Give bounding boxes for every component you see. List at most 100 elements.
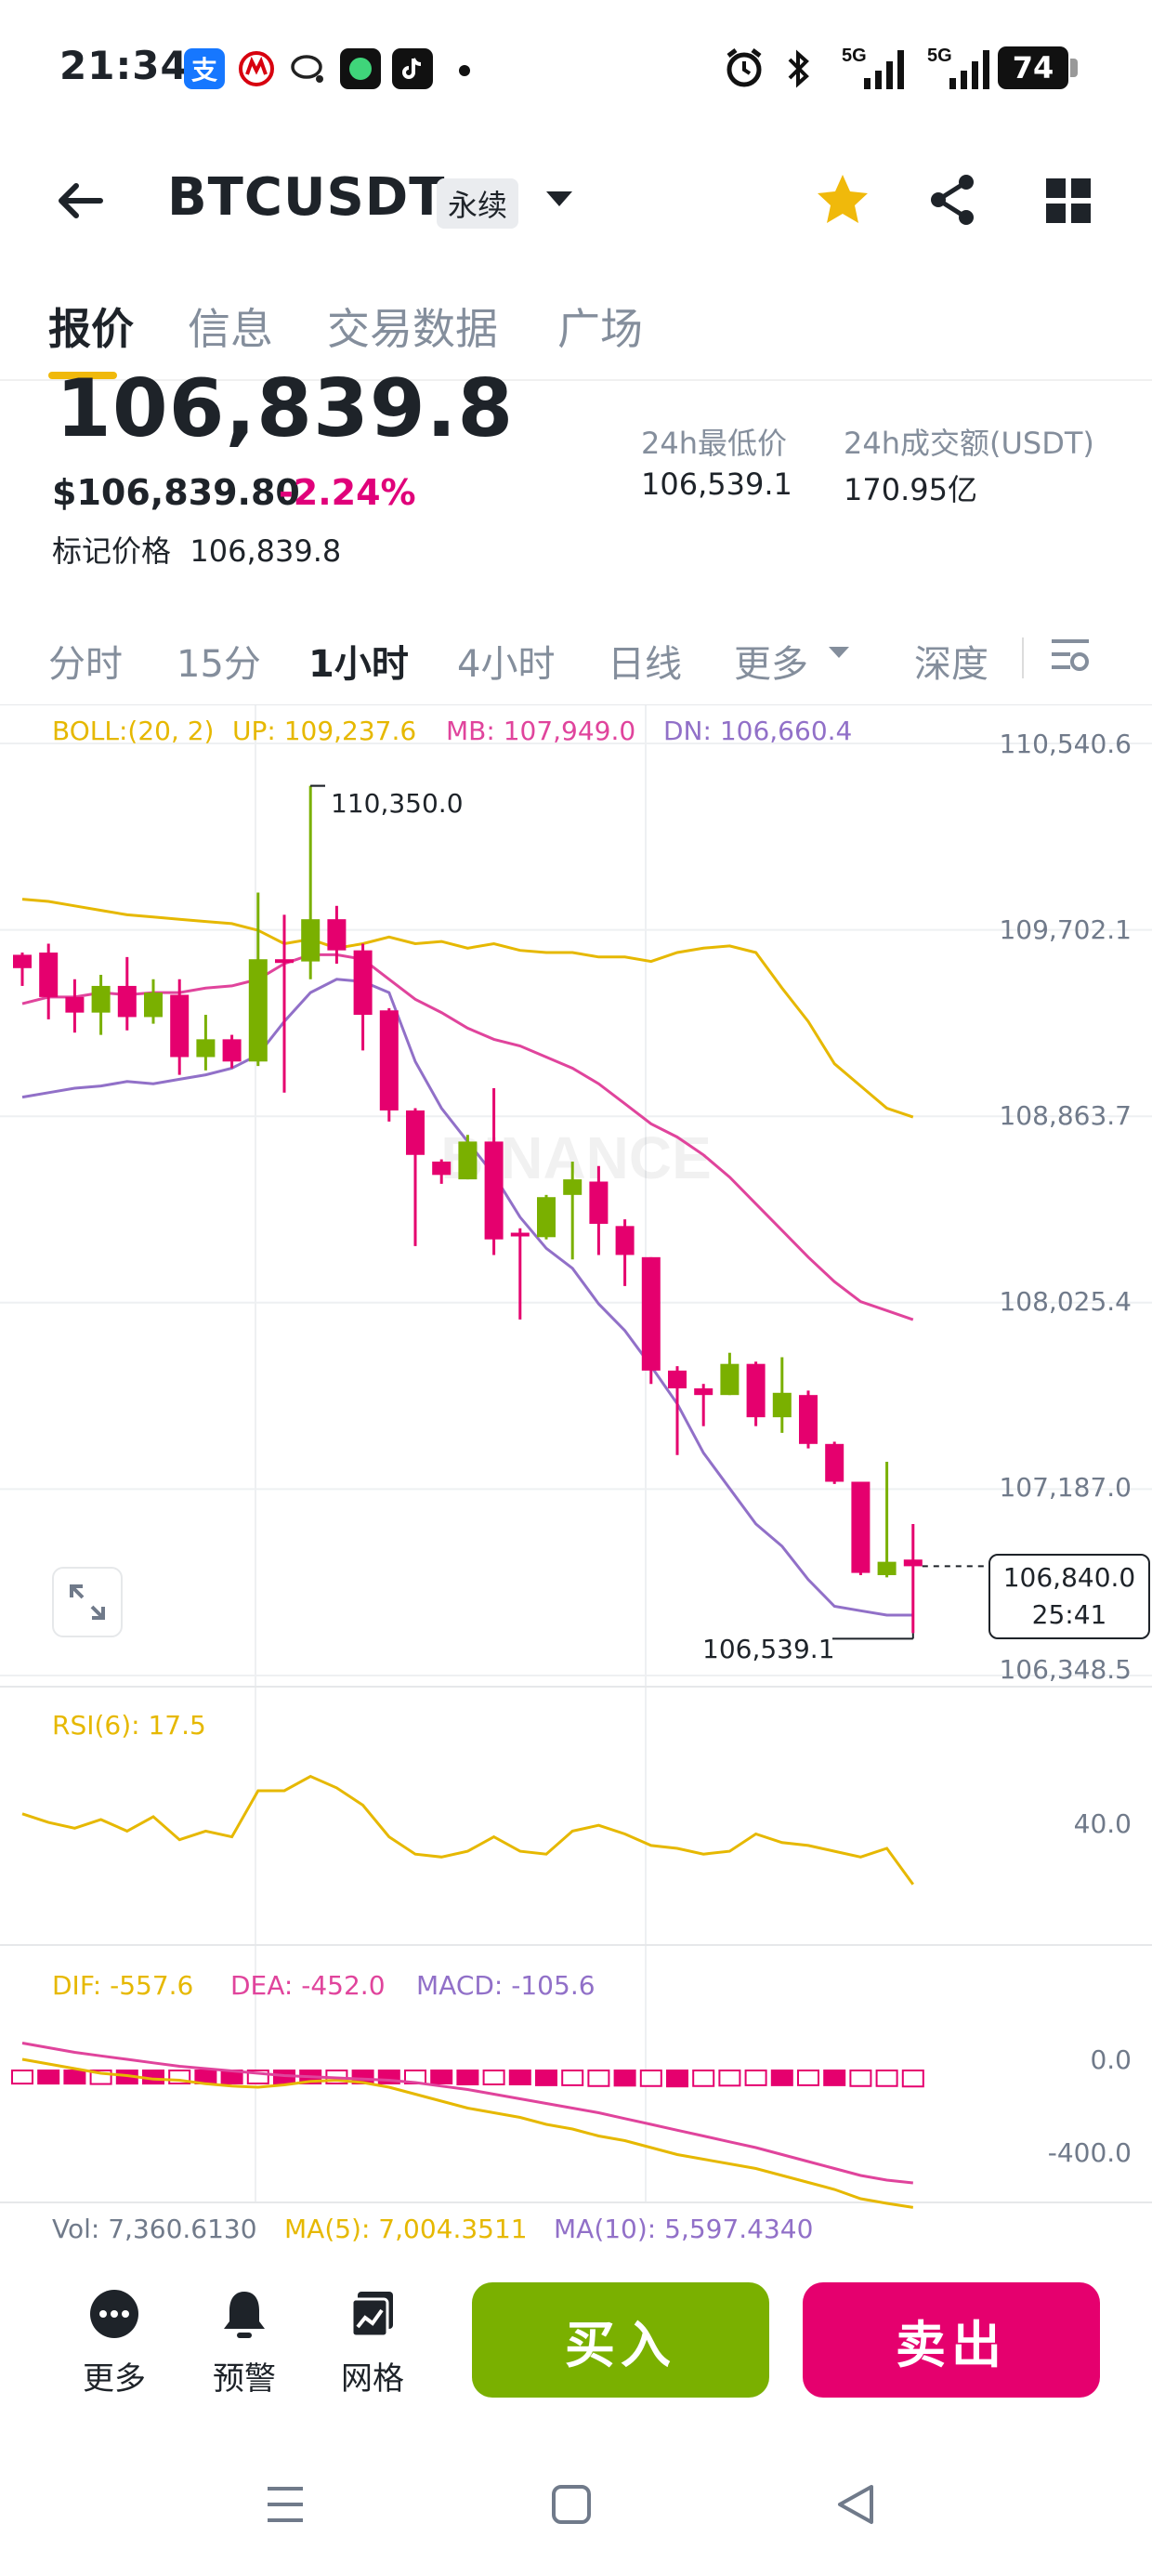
candle-body	[432, 1161, 452, 1176]
nav-back-icon[interactable]	[834, 2483, 877, 2530]
candle-body	[694, 1387, 713, 1396]
candle-body	[353, 950, 373, 1016]
macd-panel	[11, 2042, 924, 2209]
candle-body	[301, 919, 321, 962]
signal-icon-2: 5G	[923, 43, 998, 97]
volume-24h-value: 170.95亿	[844, 472, 977, 507]
candle-body	[851, 1481, 871, 1573]
grid-trading-button[interactable]: 网格	[321, 2286, 424, 2399]
candle-body	[248, 959, 268, 1062]
macd-dif: DIF: -557.6	[52, 1970, 194, 2001]
macd-value: MACD: -105.6	[416, 1970, 596, 2001]
sell-button[interactable]: 卖出	[803, 2282, 1100, 2398]
tab-trade-data[interactable]: 交易数据	[327, 304, 498, 354]
macd-histogram-bar	[508, 2070, 531, 2085]
macd-axis-label: 0.0	[1090, 2044, 1132, 2075]
current-price-tag: 106,840.0 25:41	[988, 1554, 1150, 1639]
dropdown-caret-icon[interactable]	[543, 186, 576, 216]
buy-button[interactable]: 买入	[472, 2282, 769, 2398]
chat-icon	[288, 48, 329, 89]
macd-histogram-bar	[744, 2070, 767, 2086]
candle-body	[903, 1559, 923, 1567]
macd-histogram-bar	[63, 2070, 86, 2085]
candle-body	[458, 1141, 478, 1180]
favorite-star-icon[interactable]	[814, 171, 871, 232]
more-caret-icon[interactable]	[827, 643, 851, 665]
boll-dn: DN: 106,660.4	[663, 716, 853, 746]
tab-info[interactable]: 信息	[188, 304, 273, 354]
chart-settings-icon[interactable]	[1048, 634, 1093, 682]
candle-body	[196, 1039, 216, 1058]
macd-histogram-bar	[692, 2070, 715, 2087]
candle-body	[222, 1039, 242, 1062]
candle-body	[406, 1110, 425, 1155]
tab-square[interactable]: 广场	[557, 304, 643, 354]
candle-body	[589, 1181, 609, 1224]
macd-histogram-bar	[37, 2070, 60, 2085]
interval-tab-line[interactable]: 分时	[48, 643, 123, 686]
macd-histogram-bar	[718, 2070, 741, 2087]
price-chart[interactable]: BINANCE	[0, 704, 1152, 2228]
macd-histogram-bar	[11, 2070, 33, 2085]
boll-dn-line	[21, 978, 913, 1617]
rsi-label: RSI(6): 17.5	[52, 1710, 206, 1741]
divider	[1022, 637, 1024, 678]
volume-label: Vol: 7,360.6130	[52, 2214, 257, 2244]
interval-tab-15m[interactable]: 15分	[177, 643, 261, 686]
candle-body	[327, 919, 347, 951]
interval-tab-1d[interactable]: 日线	[608, 643, 682, 686]
share-icon[interactable]	[927, 173, 979, 230]
candle-body	[510, 1232, 530, 1237]
macd-histogram-bar	[770, 2070, 793, 2086]
last-price: 106,839.8	[56, 362, 515, 455]
cmb-icon	[236, 48, 277, 89]
interval-tab-1h[interactable]: 1小时	[308, 643, 409, 686]
more-button[interactable]: 更多	[63, 2286, 165, 2399]
price-axis-label: 108,863.7	[999, 1100, 1132, 1131]
more-label: 更多	[83, 2360, 146, 2398]
grid-menu-icon[interactable]	[1044, 177, 1093, 229]
symbol-title[interactable]: BTCUSDT	[167, 167, 446, 228]
volume-24h-label: 24h成交额(USDT)	[844, 426, 1094, 461]
candle-body	[65, 996, 85, 1013]
low-24h-value: 106,539.1	[641, 467, 792, 502]
tab-quote[interactable]: 报价	[48, 304, 134, 354]
interval-tab-4h[interactable]: 4小时	[457, 643, 556, 686]
candle-body	[825, 1443, 844, 1482]
more-dots-icon	[86, 2286, 142, 2342]
rsi-panel	[21, 1774, 915, 1886]
macd-histogram-bar	[535, 2070, 557, 2086]
macd-axis-label: -400.0	[1047, 2137, 1132, 2168]
candle-countdown: 25:41	[1031, 1599, 1107, 1630]
price-axis-label: 110,540.6	[999, 729, 1132, 759]
interval-tab-depth[interactable]: 深度	[914, 643, 988, 686]
macd-histogram-bar	[456, 2070, 479, 2085]
boll-label: BOLL:(20, 2)	[52, 716, 215, 746]
low-price-annotation: 106,539.1	[702, 1634, 835, 1664]
boll-up: UP: 109,237.6	[232, 716, 417, 746]
signal-icon-1: 5G	[836, 43, 910, 97]
candle-body	[275, 959, 294, 964]
price-change: -2.24%	[279, 472, 416, 513]
macd-histogram-bar	[561, 2070, 584, 2086]
mark-price-value: 106,839.8	[190, 533, 342, 569]
fullscreen-expand-icon[interactable]	[52, 1567, 123, 1637]
price-axis-label: 107,187.0	[999, 1472, 1132, 1503]
macd-histogram-bar	[639, 2070, 662, 2087]
candle-body	[615, 1226, 635, 1255]
bluetooth-icon	[780, 46, 818, 95]
high-price-annotation: 110,350.0	[331, 788, 464, 819]
volume-ma10: MA(10): 5,597.4340	[554, 2214, 814, 2244]
interval-tab-more[interactable]: 更多	[734, 643, 808, 686]
nav-menu-icon[interactable]	[262, 2483, 308, 2530]
candle-body	[379, 1010, 399, 1111]
macd-histogram-bar	[587, 2070, 610, 2087]
back-arrow-icon[interactable]	[52, 173, 108, 232]
alert-button[interactable]: 预警	[193, 2286, 295, 2399]
macd-histogram-bar	[482, 2070, 505, 2085]
perpetual-badge: 永续	[437, 178, 519, 229]
candle-body	[13, 954, 32, 968]
candlesticks	[13, 785, 923, 1634]
macd-histogram-bar	[613, 2070, 636, 2087]
nav-home-icon[interactable]	[550, 2483, 593, 2530]
